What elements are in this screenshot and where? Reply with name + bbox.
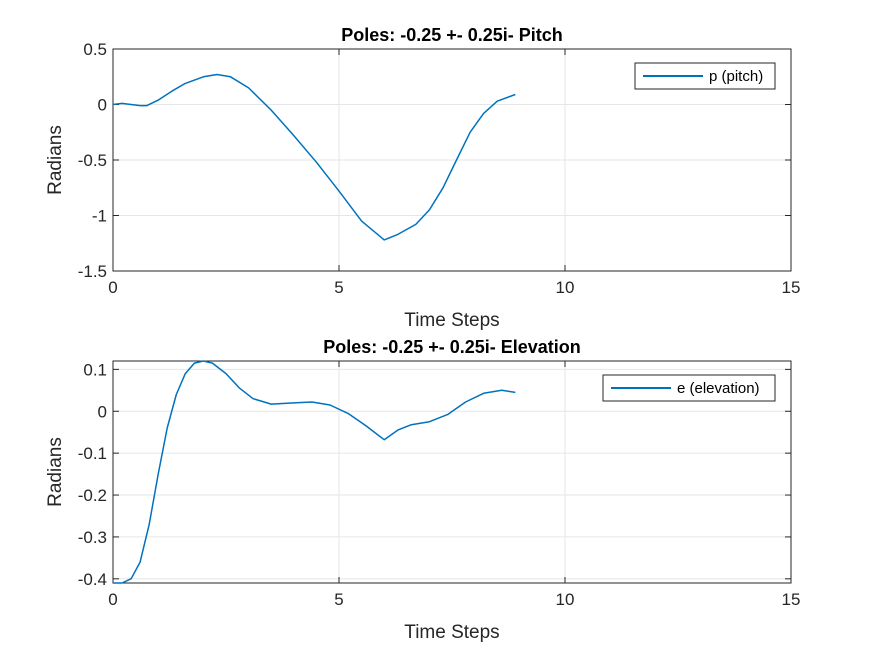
elevation-x-axis-label: Time Steps: [404, 622, 499, 643]
pitch-series-line-0: [112, 73, 516, 241]
pitch-x-tick-label-0: 0: [108, 278, 117, 297]
pitch-ticks: 0 5 10 15 -1.5 -1 -0.5 0 0.5: [78, 40, 801, 297]
elevation-axes-box: [112, 360, 792, 584]
pitch-legend-label: p (pitch): [709, 68, 763, 85]
elevation-x-tick-label-2: 10: [556, 590, 575, 609]
elevation-legend: e (elevation): [602, 374, 776, 402]
elevation-ticks: 0 5 10 15 -0.4 -0.3 -0.2 -0.1 0 0.1: [78, 360, 801, 609]
pitch-y-tick-label-2: -0.5: [78, 151, 107, 170]
elevation-x-tick-label-3: 15: [782, 590, 801, 609]
pitch-y-axis-label: Radians: [45, 125, 66, 195]
elevation-x-tick-label-0: 0: [108, 590, 117, 609]
pitch-x-tick-label-1: 5: [334, 278, 343, 297]
pitch-title: Poles: -0.25 +- 0.25i- Pitch: [341, 25, 563, 45]
pitch-y-tick-label-0: -1.5: [78, 262, 107, 281]
pitch-y-tick-label-1: -1: [92, 207, 107, 226]
elevation-y-tick-label-3: -0.1: [78, 444, 107, 463]
elevation-x-tick-label-1: 5: [334, 590, 343, 609]
pitch-x-tick-label-2: 10: [556, 278, 575, 297]
elevation-y-tick-label-0: -0.4: [78, 570, 107, 589]
pitch-lines: [112, 73, 516, 241]
pitch-legend-box: [634, 62, 776, 90]
elevation-y-tick-label-5: 0.1: [83, 360, 107, 379]
pitch-legend: p (pitch): [634, 62, 776, 90]
pitch-axes: 0 5 10 15 -1.5 -1 -0.5 0 0.5 Poles: -0.25 +- 0.2…: [45, 25, 800, 331]
elevation-lines: [113, 360, 516, 584]
elevation-y-axis-label: Radians: [45, 437, 66, 507]
pitch-x-tick-label-3: 15: [782, 278, 801, 297]
pitch-x-axis-label: Time Steps: [404, 310, 499, 331]
pitch-y-tick-label-3: 0: [98, 96, 107, 115]
elevation-y-tick-label-2: -0.2: [78, 486, 107, 505]
elevation-series-line-0: [113, 360, 516, 584]
pitch-y-tick-label-4: 0.5: [83, 40, 107, 59]
elevation-title: Poles: -0.25 +- 0.25i- Elevation: [323, 337, 581, 357]
elevation-y-tick-label-4: 0: [98, 402, 107, 421]
elevation-legend-label: e (elevation): [677, 380, 760, 397]
elevation-axes: 0 5 10 15 -0.4 -0.3 -0.2 -0.1 0 0.1 Poles: -0.25 …: [45, 337, 800, 643]
elevation-y-tick-label-1: -0.3: [78, 528, 107, 547]
